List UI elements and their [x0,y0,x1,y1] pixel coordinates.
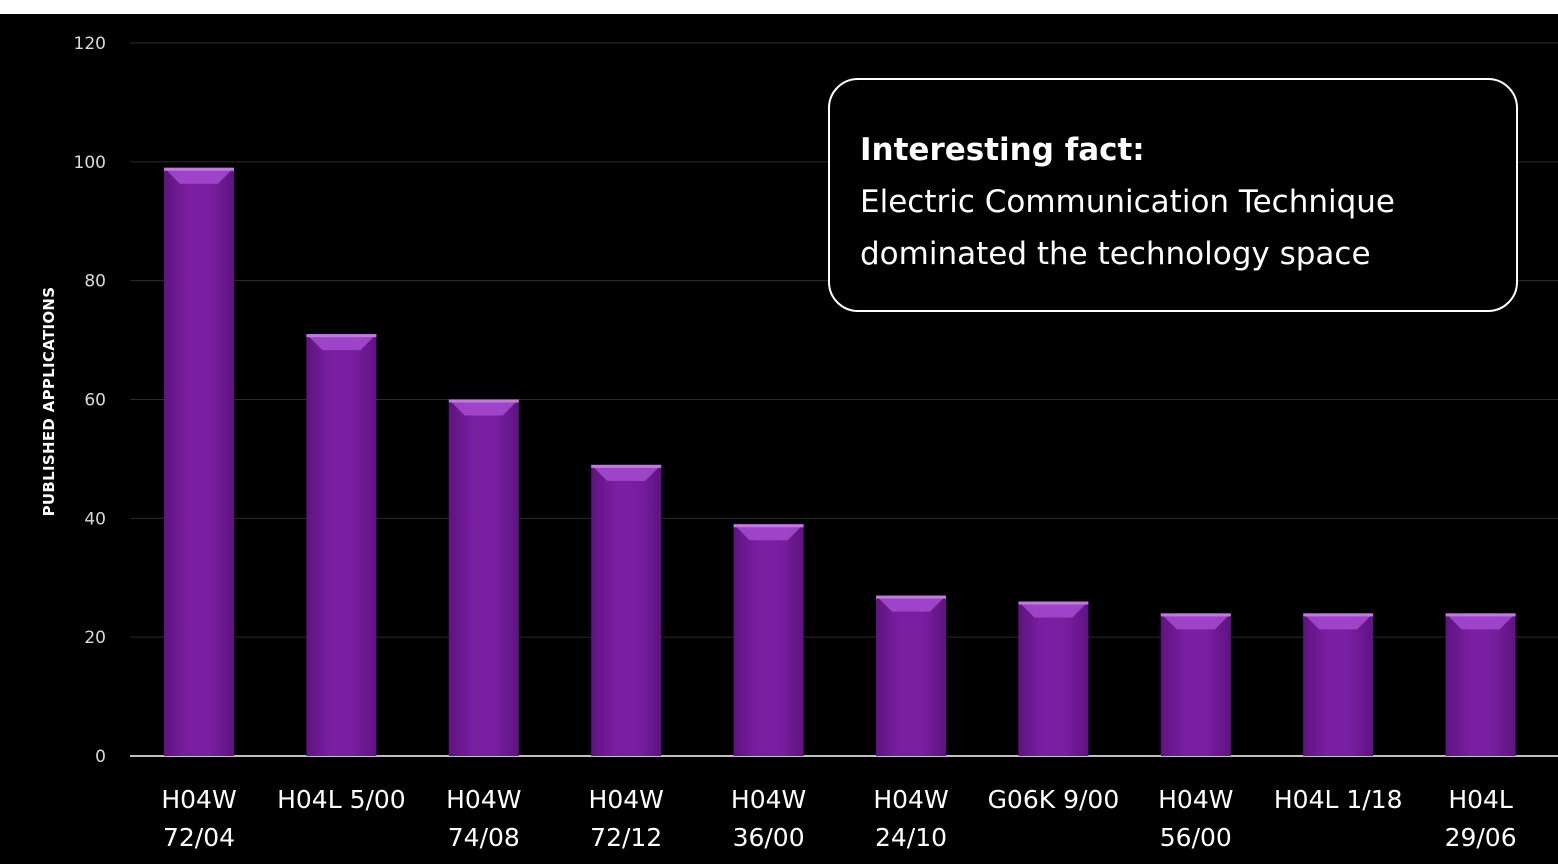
callout-title: Interesting fact: [860,132,1145,168]
bar-bevel [1445,613,1516,630]
y-axis-label: PUBLISHED APPLICATIONS [40,287,58,517]
bar [1018,601,1089,756]
y-tick-label: 80 [84,272,106,292]
bar-rim [1018,601,1089,605]
bar-bevel [876,595,946,612]
y-tick-label: 120 [74,34,106,54]
bar-body [164,167,234,756]
y-tick-label: 60 [84,391,106,411]
x-tick-label: H04W 56/00 [1158,785,1233,852]
y-tick-label: 20 [84,628,106,648]
bar-body [1445,613,1516,756]
bar-bevel [1018,601,1089,618]
bar-rim [448,399,519,403]
bar-body [306,334,377,756]
bar-bevel [733,524,804,541]
bar-rim [1160,613,1231,617]
bar-bevel [1160,613,1231,630]
top-band [0,0,1558,14]
x-tick-label: H04W 36/00 [731,785,806,852]
bar-body [1303,613,1374,756]
bar-rim [1303,613,1374,617]
bar-body [876,595,946,756]
bar [1303,613,1374,756]
bar [1160,613,1231,756]
x-tick-label: H04L 1/18 [1274,785,1403,814]
bar [306,334,377,756]
bar-rim [876,595,946,599]
bar [876,595,946,756]
bar-bevel [448,399,519,416]
x-tick-label: H04W 72/04 [161,785,236,852]
bar [164,167,234,756]
bar-bevel [591,464,662,481]
bar-body [448,399,519,756]
x-tick-label: H04L 5/00 [277,785,406,814]
bar-body [1160,613,1231,756]
bar-rim [733,524,804,528]
bar [448,399,519,756]
callout-body: Electric Communication Technique dominat… [860,184,1396,272]
bar-bevel [164,167,234,184]
bar-body [591,464,662,756]
bar-rim [591,464,662,468]
bar-rim [306,334,377,338]
y-tick-label: 0 [95,747,106,767]
x-tick-label: H04W 74/08 [446,785,521,852]
bar-rim [1445,613,1516,617]
y-tick-label: 100 [74,153,106,173]
y-tick-label: 40 [84,509,106,529]
x-tick-label: H04W 24/10 [873,785,948,852]
bar-bevel [306,334,377,351]
x-tick-label: H04W 72/12 [589,785,664,852]
bar-body [733,524,804,756]
bar-body [1018,601,1089,756]
bar [591,464,662,756]
x-tick-label: G06K 9/00 [988,785,1120,814]
bar-bevel [1303,613,1374,630]
bar-rim [164,167,234,171]
bar [1445,613,1516,756]
bar [733,524,804,756]
x-tick-label: H04L 29/06 [1445,785,1517,852]
callout-box: Interesting fact: Electric Communication… [828,78,1518,312]
